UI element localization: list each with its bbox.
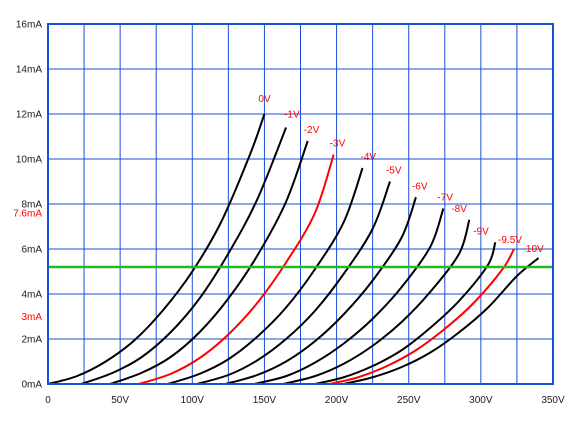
highlight-y-label-0: 7.6mA xyxy=(13,209,42,220)
highlight-y-labels: 7.6mA 3mA xyxy=(13,209,42,324)
curve-1 xyxy=(80,127,287,385)
x-tick-label-8: 200V xyxy=(325,395,349,406)
curve-label-6: -6V xyxy=(412,181,428,192)
highlight-y-label-1: 3mA xyxy=(21,312,42,323)
curve-label-1: -1V xyxy=(284,110,300,121)
x-tick-label-12: 300V xyxy=(469,395,493,406)
curve-label-10: -9.5V xyxy=(498,235,522,246)
y-tick-label-5: 10mA xyxy=(16,155,42,166)
curve-label-4: -4V xyxy=(361,152,377,163)
curve-label-5: -5V xyxy=(386,166,402,177)
curve-label-8: -8V xyxy=(451,204,467,215)
y-tick-label-3: 6mA xyxy=(21,245,42,256)
curve-label-7: -7V xyxy=(437,193,453,204)
curve-6 xyxy=(225,196,417,385)
curve-3 xyxy=(138,154,335,385)
x-tick-label-6: 150V xyxy=(253,395,277,406)
curve-0 xyxy=(47,113,266,385)
curve-7 xyxy=(254,208,445,385)
curve-label-2: -2V xyxy=(304,125,320,136)
y-axis-tick-labels: 0mA 2mA 4mA 6mA 8mA 10mA 12mA 14mA 16mA xyxy=(16,20,42,391)
y-tick-label-8: 16mA xyxy=(16,20,42,31)
curve-label-0: 0V xyxy=(258,94,271,105)
curve-2 xyxy=(109,140,309,385)
y-tick-label-6: 12mA xyxy=(16,110,42,121)
curve-8 xyxy=(282,219,471,385)
curve-label-3: -3V xyxy=(330,139,346,150)
plate-curves xyxy=(47,113,540,385)
x-tick-label-14: 350V xyxy=(541,395,565,406)
y-tick-label-1: 2mA xyxy=(21,335,42,346)
y-tick-label-7: 14mA xyxy=(16,65,42,76)
x-axis-tick-labels: 0 50V 100V 150V 200V 250V 300V 350V xyxy=(45,395,565,406)
x-tick-label-4: 100V xyxy=(181,395,205,406)
curve-5 xyxy=(196,181,391,385)
curve-label-9: -9V xyxy=(473,226,489,237)
x-tick-label-2: 50V xyxy=(111,395,129,406)
curve-11 xyxy=(343,257,540,385)
y-tick-label-4: 8mA xyxy=(21,200,42,211)
y-tick-label-0: 0mA xyxy=(21,380,42,391)
plot-frame xyxy=(47,23,554,385)
curve-4 xyxy=(167,167,364,385)
x-tick-label-0: 0 xyxy=(45,395,51,406)
y-tick-label-2: 4mA xyxy=(21,290,42,301)
curve-labels: 0V -1V -2V -3V -4V -5V -6V -7V-8V -9V -9.5V-10V xyxy=(258,94,544,255)
curve-label-11: -10V xyxy=(523,244,544,255)
x-tick-label-10: 250V xyxy=(397,395,421,406)
curve-10 xyxy=(329,248,515,385)
